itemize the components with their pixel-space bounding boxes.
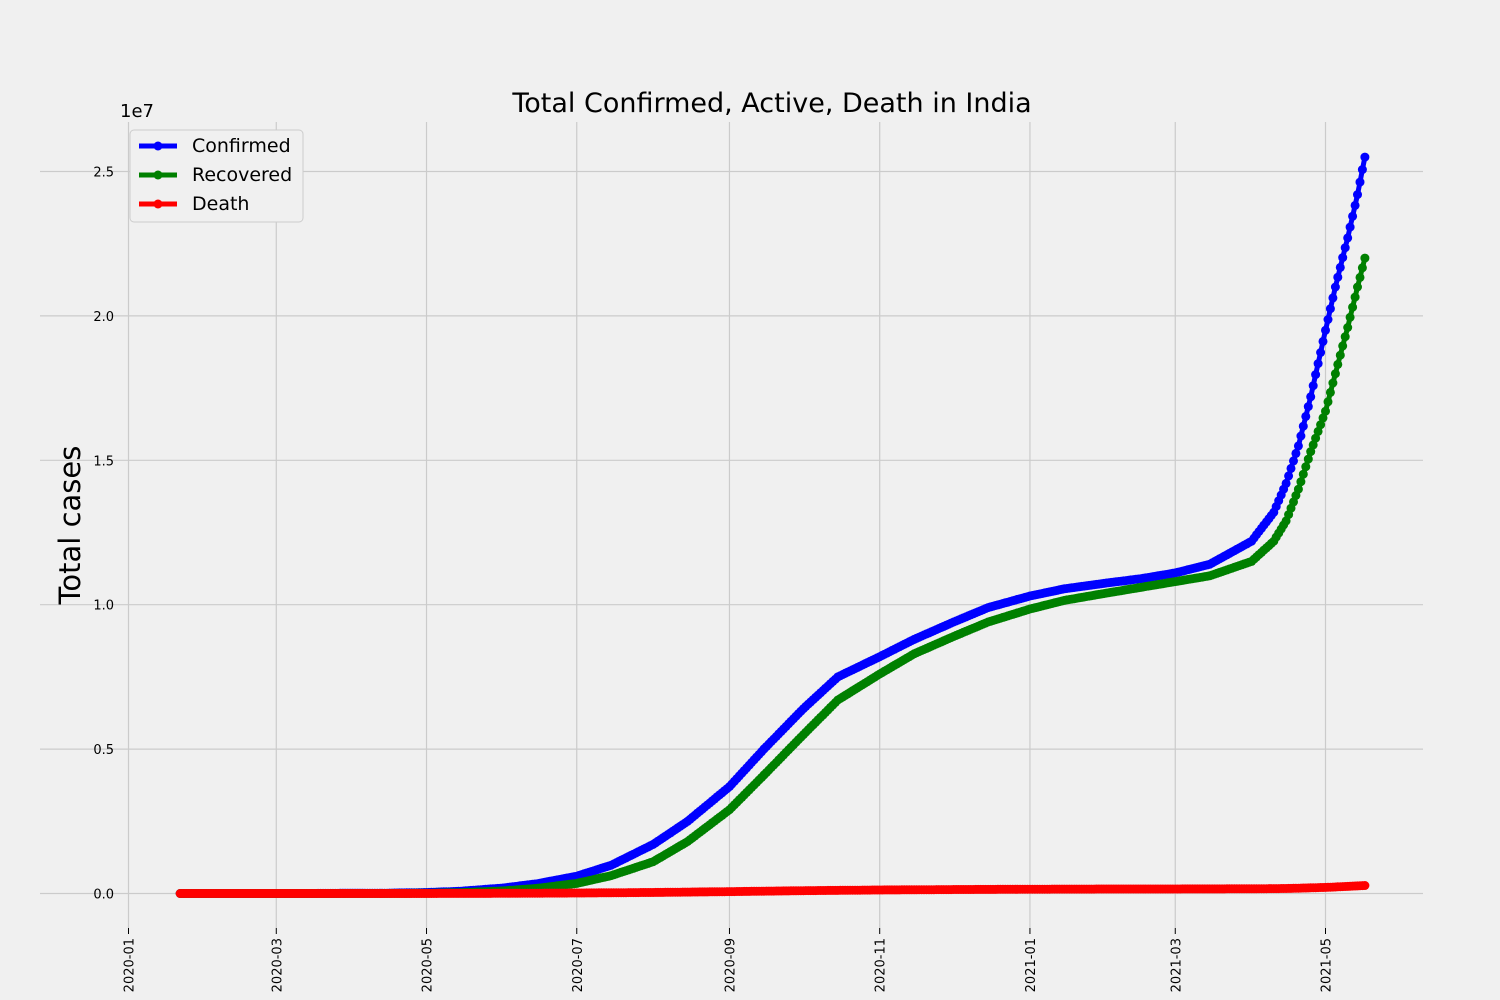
data-point-confirmed bbox=[1303, 402, 1313, 412]
data-point-recovered bbox=[1355, 272, 1365, 282]
data-point-confirmed bbox=[1301, 411, 1311, 421]
data-point-recovered bbox=[1303, 454, 1313, 464]
data-point-confirmed bbox=[1355, 177, 1365, 187]
data-point-recovered bbox=[1348, 302, 1358, 312]
legend-label-confirmed: Confirmed bbox=[192, 135, 291, 157]
data-point-recovered bbox=[1328, 378, 1338, 388]
data-point-confirmed bbox=[1298, 421, 1308, 431]
x-tick-label: 2021-03 bbox=[1169, 938, 1184, 992]
data-point-confirmed bbox=[1325, 304, 1335, 314]
data-point-recovered bbox=[1296, 477, 1306, 487]
series-layer bbox=[175, 152, 1370, 898]
x-tick-label: 2021-01 bbox=[1024, 938, 1039, 992]
data-point-recovered bbox=[1325, 387, 1335, 397]
data-point-recovered bbox=[1330, 369, 1340, 379]
data-point-confirmed bbox=[1313, 359, 1323, 369]
y-tick-label: 1.5 bbox=[93, 454, 114, 469]
data-point-recovered bbox=[1316, 420, 1326, 430]
data-point-confirmed bbox=[1350, 200, 1360, 210]
data-point-recovered bbox=[1357, 263, 1367, 273]
data-point-confirmed bbox=[1284, 471, 1294, 481]
data-point-recovered bbox=[1311, 433, 1321, 443]
data-point-death bbox=[1360, 881, 1370, 890]
legend-label-death: Death bbox=[192, 193, 249, 215]
data-point-confirmed bbox=[1323, 315, 1333, 324]
legend-label-recovered: Recovered bbox=[192, 164, 292, 186]
data-point-confirmed bbox=[1308, 381, 1318, 391]
data-point-confirmed bbox=[1289, 456, 1298, 466]
y-tick-label: 1.0 bbox=[93, 599, 114, 614]
x-tick-label: 2020-11 bbox=[874, 938, 889, 992]
y-axis-label: Total cases bbox=[53, 446, 87, 606]
data-point-recovered bbox=[1333, 359, 1343, 369]
data-point-confirmed bbox=[1333, 272, 1343, 282]
x-tick-label: 2020-09 bbox=[723, 938, 738, 992]
legend: Confirmed Recovered Death bbox=[129, 129, 304, 223]
data-point-confirmed bbox=[1330, 282, 1340, 292]
data-point-recovered bbox=[1323, 397, 1333, 407]
y-tick-labels: 0.0 0.5 1.0 1.5 2.0 2.5 bbox=[93, 166, 114, 903]
y-tick-label: 2.5 bbox=[93, 166, 114, 181]
y-offset-label: 1e7 bbox=[120, 101, 154, 122]
data-point-confirmed bbox=[1316, 348, 1326, 357]
data-point-confirmed bbox=[1353, 190, 1362, 200]
data-point-confirmed bbox=[1360, 152, 1370, 162]
legend-marker-confirmed bbox=[153, 141, 163, 151]
data-point-recovered bbox=[1350, 292, 1360, 302]
data-point-confirmed bbox=[1291, 448, 1301, 458]
data-point-recovered bbox=[1338, 341, 1348, 351]
legend-marker-recovered bbox=[153, 170, 163, 180]
data-point-confirmed bbox=[1348, 211, 1358, 221]
x-tick-label: 2020-05 bbox=[421, 938, 436, 992]
data-point-recovered bbox=[1345, 312, 1355, 322]
data-point-confirmed bbox=[1340, 243, 1350, 253]
data-point-recovered bbox=[1353, 282, 1362, 292]
x-tick-label: 2020-01 bbox=[123, 938, 138, 992]
data-point-confirmed bbox=[1311, 370, 1321, 380]
legend-box bbox=[129, 129, 304, 223]
data-point-confirmed bbox=[1306, 392, 1316, 402]
legend-marker-death bbox=[153, 199, 163, 209]
data-point-recovered bbox=[1298, 469, 1308, 479]
data-point-confirmed bbox=[1296, 431, 1306, 441]
data-point-confirmed bbox=[1321, 325, 1330, 335]
data-point-confirmed bbox=[1286, 463, 1296, 473]
data-point-recovered bbox=[1335, 350, 1345, 360]
y-tick-label: 0.0 bbox=[93, 888, 114, 903]
data-point-recovered bbox=[1360, 253, 1370, 263]
data-point-confirmed bbox=[1293, 441, 1303, 451]
data-point-confirmed bbox=[1335, 262, 1345, 272]
data-point-recovered bbox=[1321, 406, 1330, 416]
y-tick-label: 2.0 bbox=[93, 310, 114, 325]
data-point-confirmed bbox=[1281, 478, 1291, 488]
data-point-confirmed bbox=[1343, 233, 1353, 243]
x-tick-label: 2021-05 bbox=[1320, 938, 1335, 992]
chart-title: Total Confirmed, Active, Death in India bbox=[511, 88, 1031, 119]
data-point-confirmed bbox=[1345, 222, 1355, 232]
data-point-confirmed bbox=[1318, 336, 1328, 346]
x-tick-label: 2020-03 bbox=[270, 938, 285, 992]
data-point-recovered bbox=[1343, 323, 1353, 332]
data-point-recovered bbox=[1293, 484, 1303, 494]
data-point-confirmed bbox=[1328, 293, 1338, 303]
data-point-confirmed bbox=[1338, 253, 1348, 263]
data-point-recovered bbox=[1340, 332, 1350, 342]
x-tick-label: 2020-07 bbox=[571, 938, 586, 992]
y-tick-label: 0.5 bbox=[93, 743, 114, 758]
series-death bbox=[175, 881, 1370, 898]
data-point-recovered bbox=[1301, 462, 1311, 472]
data-point-confirmed bbox=[1357, 165, 1367, 175]
x-tick-labels: 2020-01 2020-03 2020-05 2020-07 2020-09 2020-… bbox=[123, 938, 1335, 992]
